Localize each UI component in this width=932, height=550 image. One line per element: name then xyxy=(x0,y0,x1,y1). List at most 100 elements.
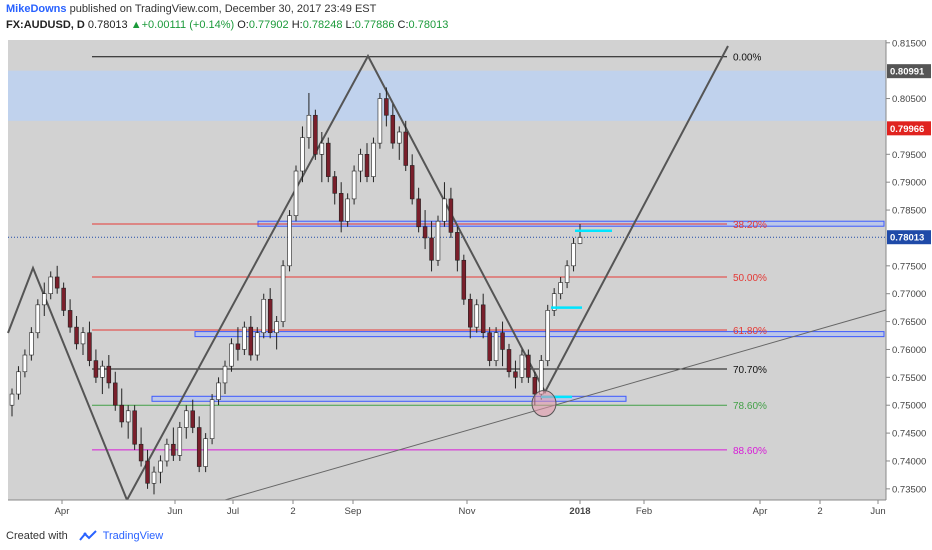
candle-body xyxy=(480,304,486,334)
y-tick-label: 0.75500 xyxy=(892,373,926,384)
pattern-zigzag-line xyxy=(7,45,729,503)
price-badge-bg xyxy=(887,121,931,136)
candle-body xyxy=(119,404,124,423)
candle xyxy=(242,321,247,356)
close-label: C: xyxy=(397,19,409,31)
candle-body xyxy=(293,170,299,216)
candle xyxy=(332,171,337,205)
candle-body xyxy=(196,427,202,467)
candle xyxy=(416,187,421,233)
candle xyxy=(222,360,228,395)
candle xyxy=(158,455,163,484)
candle xyxy=(138,427,144,467)
candle xyxy=(526,349,531,383)
candle xyxy=(177,421,183,461)
candle xyxy=(125,405,131,439)
tradingview-link[interactable]: TradingView xyxy=(102,530,164,542)
y-tick-label: 0.76000 xyxy=(892,345,926,356)
created-with-text: Created with xyxy=(6,530,68,542)
candle xyxy=(22,349,28,378)
candle-body xyxy=(67,310,73,328)
candle-body xyxy=(358,154,363,172)
candle-body xyxy=(442,198,447,222)
candle-body xyxy=(455,232,460,261)
candle-body xyxy=(500,332,505,350)
y-tick-label: 0.76500 xyxy=(892,317,926,328)
candle-body xyxy=(416,198,421,228)
price-chart[interactable]: 0.00% 38.20% 50.00% 61.80% 70.70% 78.60% 88.60… xyxy=(0,36,932,522)
candle-body xyxy=(93,360,99,378)
candle-body xyxy=(138,443,144,462)
candle xyxy=(29,327,34,361)
support-zone-low xyxy=(151,395,627,402)
candle-body xyxy=(125,410,131,423)
support-zone-mid xyxy=(194,331,885,338)
candle xyxy=(48,271,53,300)
candle-body xyxy=(54,276,60,289)
supply-zone xyxy=(8,70,886,121)
candle-body xyxy=(326,142,331,177)
candle xyxy=(487,327,492,367)
author-link[interactable]: MikeDowns xyxy=(6,3,67,15)
candle-body xyxy=(526,354,531,378)
high-value: 0.78248 xyxy=(302,19,343,31)
candle-body xyxy=(74,326,79,345)
candle-body xyxy=(287,215,292,267)
candle-body xyxy=(100,365,105,378)
open-value: 0.77902 xyxy=(248,19,289,31)
candle xyxy=(196,416,202,473)
price-badge-1: 0.79966 xyxy=(890,124,924,135)
candle-body xyxy=(177,427,183,456)
fib-label-6: 88.60% xyxy=(733,446,767,457)
candle-body xyxy=(571,243,576,267)
y-tick-label: 0.75000 xyxy=(892,401,926,412)
candle-body xyxy=(242,326,247,350)
tradingview-logo-icon xyxy=(79,530,97,541)
candle xyxy=(429,221,434,272)
candle-body xyxy=(184,410,189,428)
y-tick-label: 0.80500 xyxy=(892,94,926,105)
candle xyxy=(358,148,363,183)
candle xyxy=(216,377,221,406)
candle xyxy=(100,360,105,395)
candle-body xyxy=(261,298,266,334)
candle-body xyxy=(377,98,383,144)
candle xyxy=(493,327,499,367)
fib-label-5: 78.60% xyxy=(733,401,767,412)
candle-body xyxy=(487,332,492,361)
candle xyxy=(235,327,241,361)
candle-body xyxy=(106,365,112,384)
candle-body xyxy=(255,332,260,356)
candle-body xyxy=(80,332,86,345)
high-label: H: xyxy=(291,19,303,31)
candle xyxy=(422,210,428,250)
candle xyxy=(351,165,357,205)
candle-body xyxy=(274,321,279,334)
candle xyxy=(474,299,479,333)
candle-body xyxy=(448,198,454,233)
y-tick-label: 0.74000 xyxy=(892,456,926,467)
time-axis[interactable] xyxy=(8,500,886,522)
candle-body xyxy=(409,165,415,200)
candle xyxy=(54,265,60,294)
candle-body xyxy=(397,131,402,144)
candle-body xyxy=(313,114,318,155)
candle-body xyxy=(506,349,512,373)
candle-body xyxy=(519,354,525,378)
circle-low xyxy=(531,390,557,418)
price-axis[interactable] xyxy=(886,40,932,500)
x-tick-label: Jul xyxy=(227,506,239,517)
y-tick-label: 0.78500 xyxy=(892,206,926,217)
candle-body xyxy=(151,471,157,484)
candle-body xyxy=(190,410,195,428)
candle xyxy=(500,321,505,367)
candle xyxy=(377,92,383,149)
candle xyxy=(80,327,86,356)
candle-body xyxy=(235,343,241,350)
candle-body xyxy=(429,237,434,261)
y-tick-label: 0.79000 xyxy=(892,178,926,189)
x-tick-label: Apr xyxy=(753,506,768,517)
candle xyxy=(35,299,41,339)
candle-body xyxy=(371,142,376,177)
x-tick-label: Apr xyxy=(55,506,70,517)
